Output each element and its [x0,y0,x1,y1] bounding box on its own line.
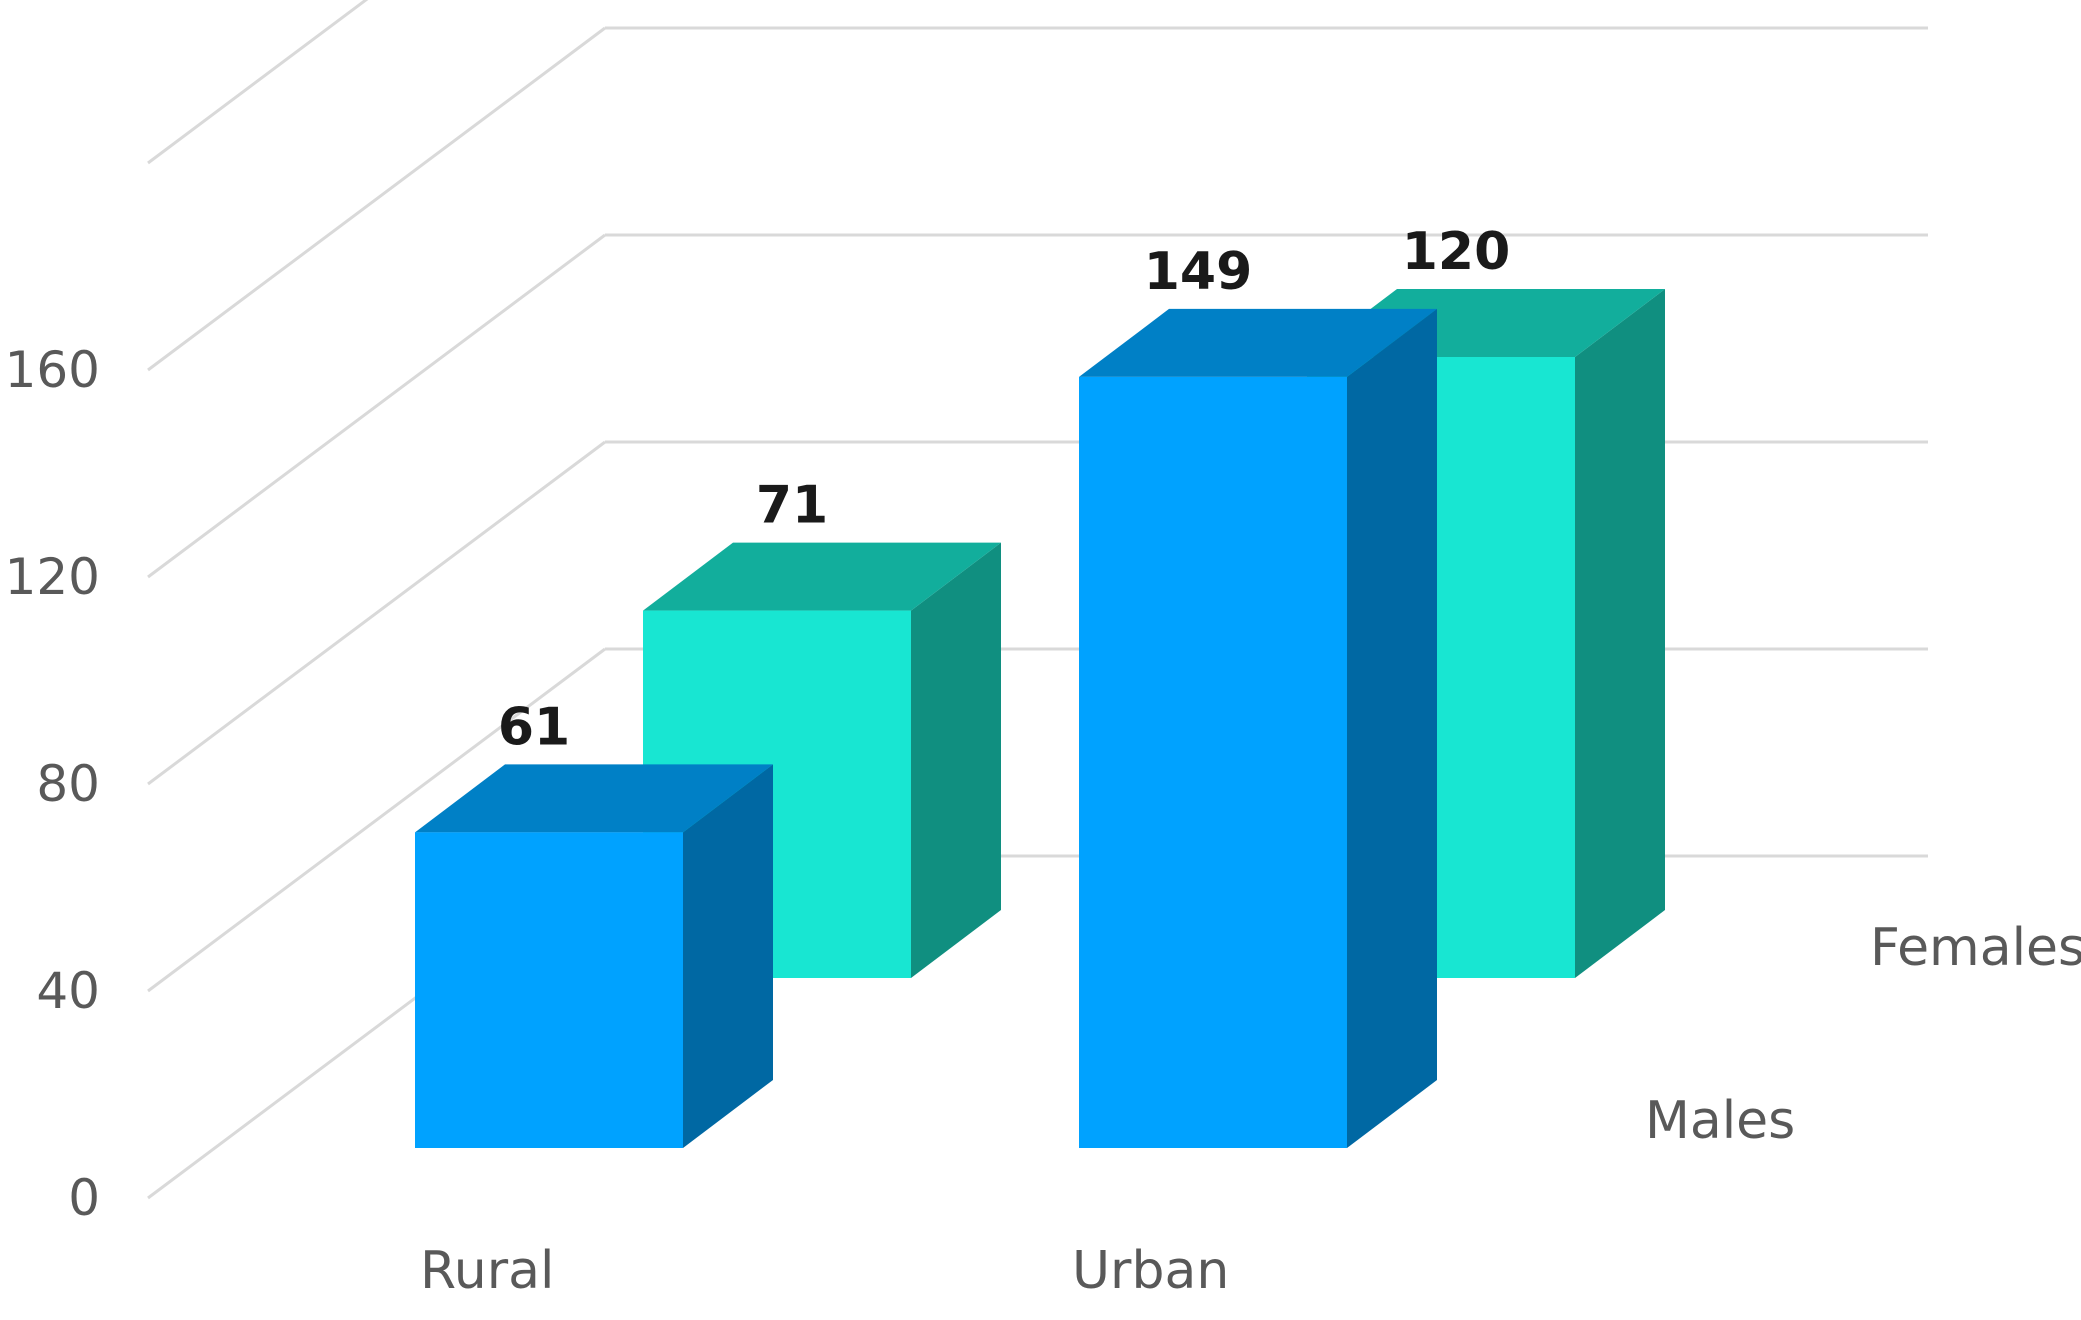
data-label-females-urban: 120 [1402,222,1511,282]
series-label-males: Males [1645,1091,1795,1151]
bar-side-females-urban [1575,289,1665,978]
data-label-males-urban: 149 [1144,242,1253,302]
bar-side-males-urban [1347,308,1437,1148]
data-label-males-rural: 61 [498,697,570,757]
y-tick-label: 160 [5,341,100,399]
gridline-wall [147,0,369,165]
gridline-wall [147,233,606,579]
y-tick-label: 0 [68,1169,100,1227]
series-label-females: Females [1870,918,2081,978]
bar-top-females-rural [643,542,1001,611]
category-label-urban: Urban [1072,1241,1229,1301]
category-label-rural: Rural [420,1241,554,1301]
y-tick-label: 40 [36,962,100,1020]
data-label-females-rural: 71 [756,476,828,536]
y-tick-label: 120 [5,548,100,606]
y-tick-label: 80 [36,755,100,813]
bar-side-males-rural [683,764,773,1148]
gridline-wall [147,647,606,993]
bar-top-males-urban [1079,308,1437,377]
bar-males-urban [1079,376,1347,1148]
gridline-wall [147,26,606,372]
bar-top-males-rural [415,764,773,833]
bar-side-females-rural [911,542,1001,978]
bar-males-rural [415,832,683,1148]
gridline-wall [147,440,606,786]
